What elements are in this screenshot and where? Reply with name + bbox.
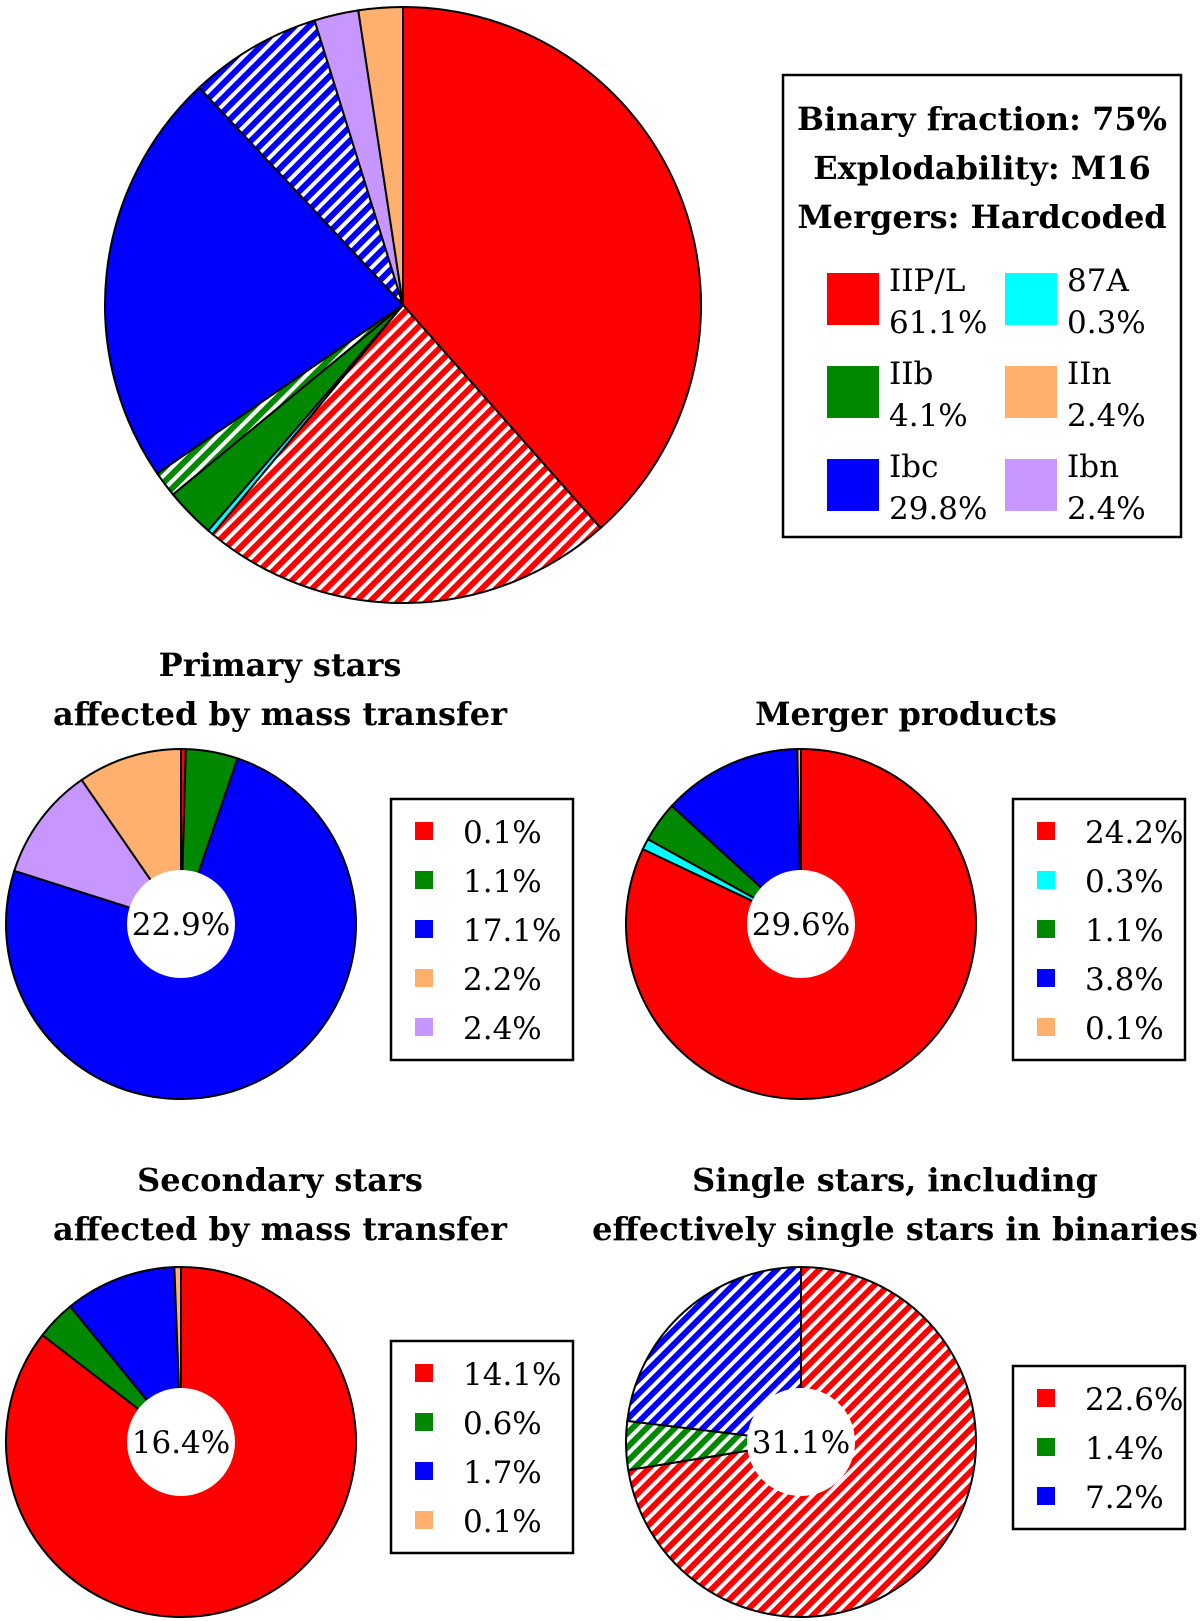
main-legend-swatch-ibn: [1005, 459, 1057, 511]
donut-hole: [747, 1388, 855, 1496]
explodability-text: Explodability: M16: [813, 149, 1151, 187]
legend-swatch-iip-l: [1037, 1389, 1055, 1407]
legend-swatch-iin: [415, 969, 433, 987]
primary-title-line1: Primary stars: [159, 646, 402, 684]
legend-value-iin: 0.1%: [463, 1504, 542, 1540]
legend-value-iip-l: 24.2%: [1085, 815, 1183, 851]
main-legend-value-iin: 2.4%: [1067, 398, 1146, 434]
legend-value-iib: 1.1%: [463, 864, 542, 900]
main-legend-value-ibc: 29.8%: [889, 491, 987, 527]
legend-value-87a: 0.3%: [1085, 864, 1164, 900]
legend-swatch-87a: [1037, 871, 1055, 889]
main-legend-swatch-87a: [1005, 273, 1057, 325]
legend-swatch-iip-l: [415, 1364, 433, 1382]
legend-value-ibc: 3.8%: [1085, 962, 1164, 998]
primary-stars-pie: 22.9%: [5, 747, 357, 1100]
legend-swatch-iib: [1037, 920, 1055, 938]
main-legend-box: Binary fraction: 75% Explodability: M16 …: [781, 73, 1183, 539]
legend-swatch-ibn: [415, 1018, 433, 1036]
secondary-stars-legend: 14.1% 0.6% 1.7% 0.1%: [389, 1339, 575, 1555]
donut-hole: [127, 1388, 235, 1496]
pie-slice-iin-8: [357, 5, 404, 306]
legend-value-iip-l: 14.1%: [463, 1357, 561, 1393]
titles: Primary stars affected by mass transfer …: [53, 646, 1198, 1248]
pie-slice-iip-l-hatched-1: [211, 303, 603, 604]
main-legend-swatch-ibc: [827, 459, 879, 511]
main-legend-entries: IIP/L 61.1% 87A 0.3% IIb 4.1% IIn 2.4% Ibc 29.8% I…: [827, 263, 1146, 527]
legend-swatch-ibc: [415, 920, 433, 938]
main-legend-swatch-iib: [827, 366, 879, 418]
secondary-title-line2: affected by mass transfer: [53, 1210, 508, 1248]
merger-title: Merger products: [755, 695, 1057, 733]
pie-slice-ibc-5: [104, 86, 405, 475]
main-legend-swatch-iip-l: [827, 273, 879, 325]
legend-swatch-iib: [1037, 1438, 1055, 1456]
main-legend-swatch-iin: [1005, 366, 1057, 418]
main-legend-type-iip-l: IIP/L: [889, 263, 965, 299]
merger-products-pie: 29.6%: [624, 747, 977, 1100]
legend-swatch-iip-l: [1037, 822, 1055, 840]
pie-slice-iip-l-0: [402, 5, 702, 530]
legend-swatch-iip-l: [415, 822, 433, 840]
legend-value-ibc: 1.7%: [463, 1455, 542, 1491]
merger-products-legend: 24.2% 0.3% 1.1% 3.8% 0.1%: [1011, 797, 1187, 1062]
main-legend-value-iip-l: 61.1%: [889, 305, 987, 341]
legend-value-iib: 0.6%: [463, 1406, 542, 1442]
main-legend-value-ibn: 2.4%: [1067, 491, 1146, 527]
center-percent-label: 31.1%: [752, 1425, 850, 1461]
legend-value-iip-l: 0.1%: [463, 815, 542, 851]
legend-swatch-iin: [1037, 1018, 1055, 1036]
main-legend-value-iib: 4.1%: [889, 398, 968, 434]
legend-value-ibc: 17.1%: [463, 913, 561, 949]
secondary-stars-pie: 16.4%: [5, 1265, 357, 1618]
legend-value-iib: 1.4%: [1085, 1431, 1164, 1467]
main-pie-chart: [104, 5, 702, 604]
legend-swatch-iib: [415, 1413, 433, 1431]
donut-hole: [127, 870, 235, 978]
legend-value-ibn: 2.4%: [463, 1011, 542, 1047]
legend-value-ibc: 7.2%: [1085, 1480, 1164, 1516]
main-legend-type-iin: IIn: [1067, 356, 1111, 392]
donut-hole: [747, 870, 855, 978]
mergers-text: Mergers: Hardcoded: [797, 198, 1166, 236]
secondary-title-line1: Secondary stars: [137, 1161, 423, 1199]
pie-slice-ibc-3: [670, 748, 803, 927]
binary-fraction-text: Binary fraction: 75%: [797, 100, 1167, 138]
single-stars-pie: 31.1%: [625, 1265, 977, 1618]
pie-slice-ibn-3: [13, 778, 184, 926]
legend-value-iin: 0.1%: [1085, 1011, 1164, 1047]
legend-swatch-ibc: [1037, 1487, 1055, 1505]
main-legend-type-ibn: Ibn: [1067, 449, 1119, 485]
legend-value-iin: 2.2%: [463, 962, 542, 998]
legend-value-iib: 1.1%: [1085, 913, 1164, 949]
legend-value-iip-l: 22.6%: [1085, 1382, 1183, 1418]
legend-swatch-ibc: [415, 1462, 433, 1480]
center-percent-label: 22.9%: [132, 907, 230, 943]
legend-swatch-ibc: [1037, 969, 1055, 987]
main-legend-type-87a: 87A: [1067, 263, 1129, 299]
single-stars-legend: 22.6% 1.4% 7.2%: [1011, 1364, 1187, 1531]
center-percent-label: 29.6%: [752, 907, 850, 943]
center-percent-label: 16.4%: [132, 1425, 230, 1461]
primary-title-line2: affected by mass transfer: [53, 695, 508, 733]
legend-swatch-iib: [415, 871, 433, 889]
main-legend-value-87a: 0.3%: [1067, 305, 1146, 341]
single-title-line2: effectively single stars in binaries: [592, 1210, 1198, 1248]
primary-stars-legend: 0.1% 1.1% 17.1% 2.2% 2.4%: [389, 797, 575, 1062]
pie-slice-ibc-hatched-2: [626, 1265, 802, 1444]
pie-slice-ibc-hatched-6: [197, 19, 404, 306]
main-legend-type-ibc: Ibc: [889, 449, 938, 485]
single-title-line1: Single stars, including: [692, 1161, 1098, 1199]
legend-swatch-iin: [415, 1511, 433, 1529]
main-legend-type-iib: IIb: [889, 356, 933, 392]
